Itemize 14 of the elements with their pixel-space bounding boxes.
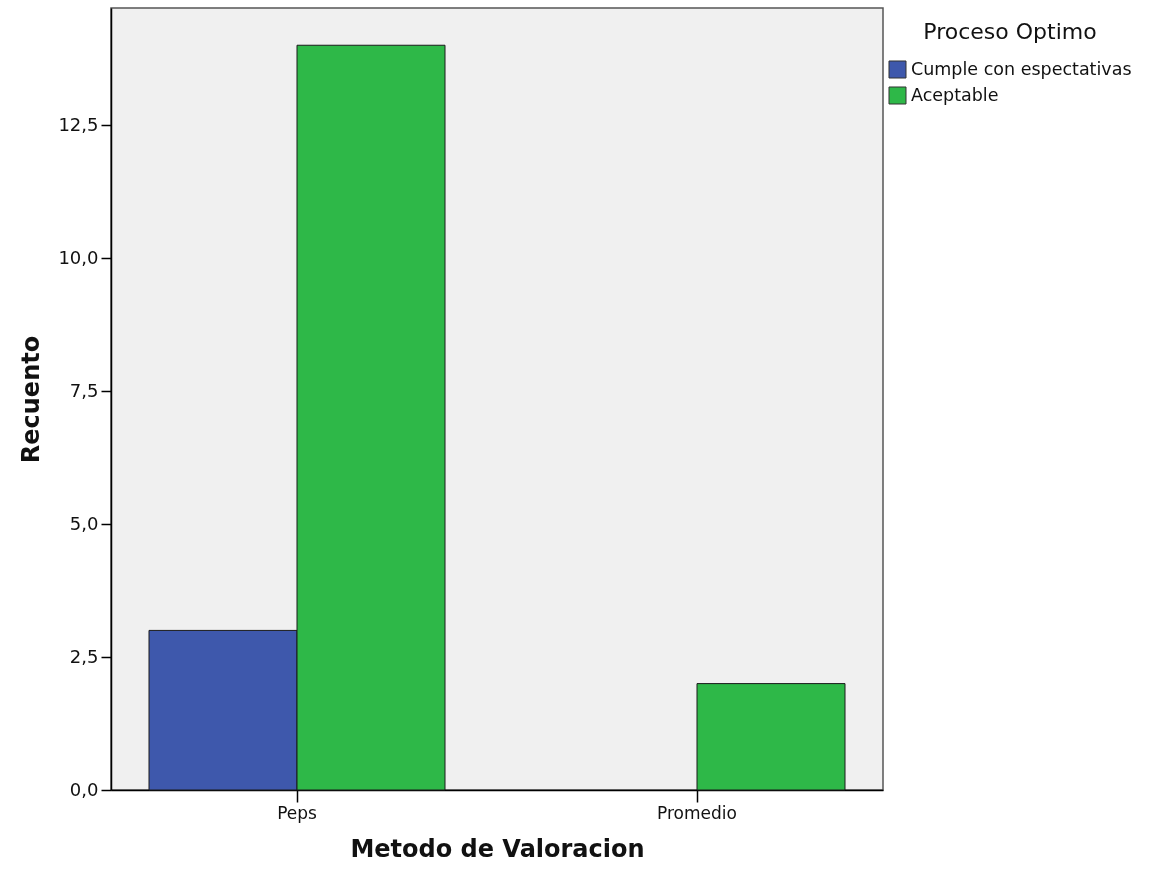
legend-label: Aceptable [911,84,999,105]
y-tick-label: 0,0 [69,778,99,800]
y-tick-label: 7,5 [69,379,99,401]
legend-title: Proceso Optimo [923,19,1097,44]
x-tick-label: Promedio [657,802,737,823]
y-tick-label: 12,5 [58,113,99,135]
y-tick-label: 5,0 [69,512,99,534]
y-axis-title: Recuento [17,335,46,464]
y-tick-label: 2,5 [69,645,99,667]
x-axis-title: Metodo de Valoracion [350,834,645,863]
legend-label: Cumple con espectativas [911,58,1132,79]
x-tick-label: Peps [277,802,318,823]
bar [696,683,846,791]
y-tick-label: 10,0 [58,246,99,268]
